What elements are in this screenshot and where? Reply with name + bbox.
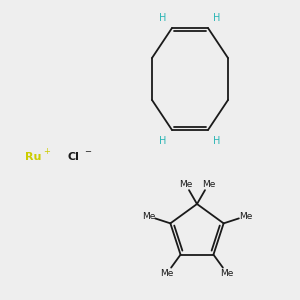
Text: −: − — [84, 148, 91, 157]
Text: H: H — [159, 136, 167, 146]
Text: H: H — [213, 136, 221, 146]
Text: Me: Me — [220, 269, 234, 278]
Text: +: + — [43, 148, 50, 157]
Text: Me: Me — [239, 212, 252, 221]
Text: Me: Me — [179, 180, 192, 189]
Text: Ru: Ru — [25, 152, 41, 162]
Text: Me: Me — [160, 269, 174, 278]
Text: Me: Me — [202, 180, 215, 189]
Text: Cl: Cl — [68, 152, 80, 162]
Text: Me: Me — [142, 212, 155, 221]
Text: H: H — [213, 13, 221, 23]
Text: H: H — [159, 13, 167, 23]
